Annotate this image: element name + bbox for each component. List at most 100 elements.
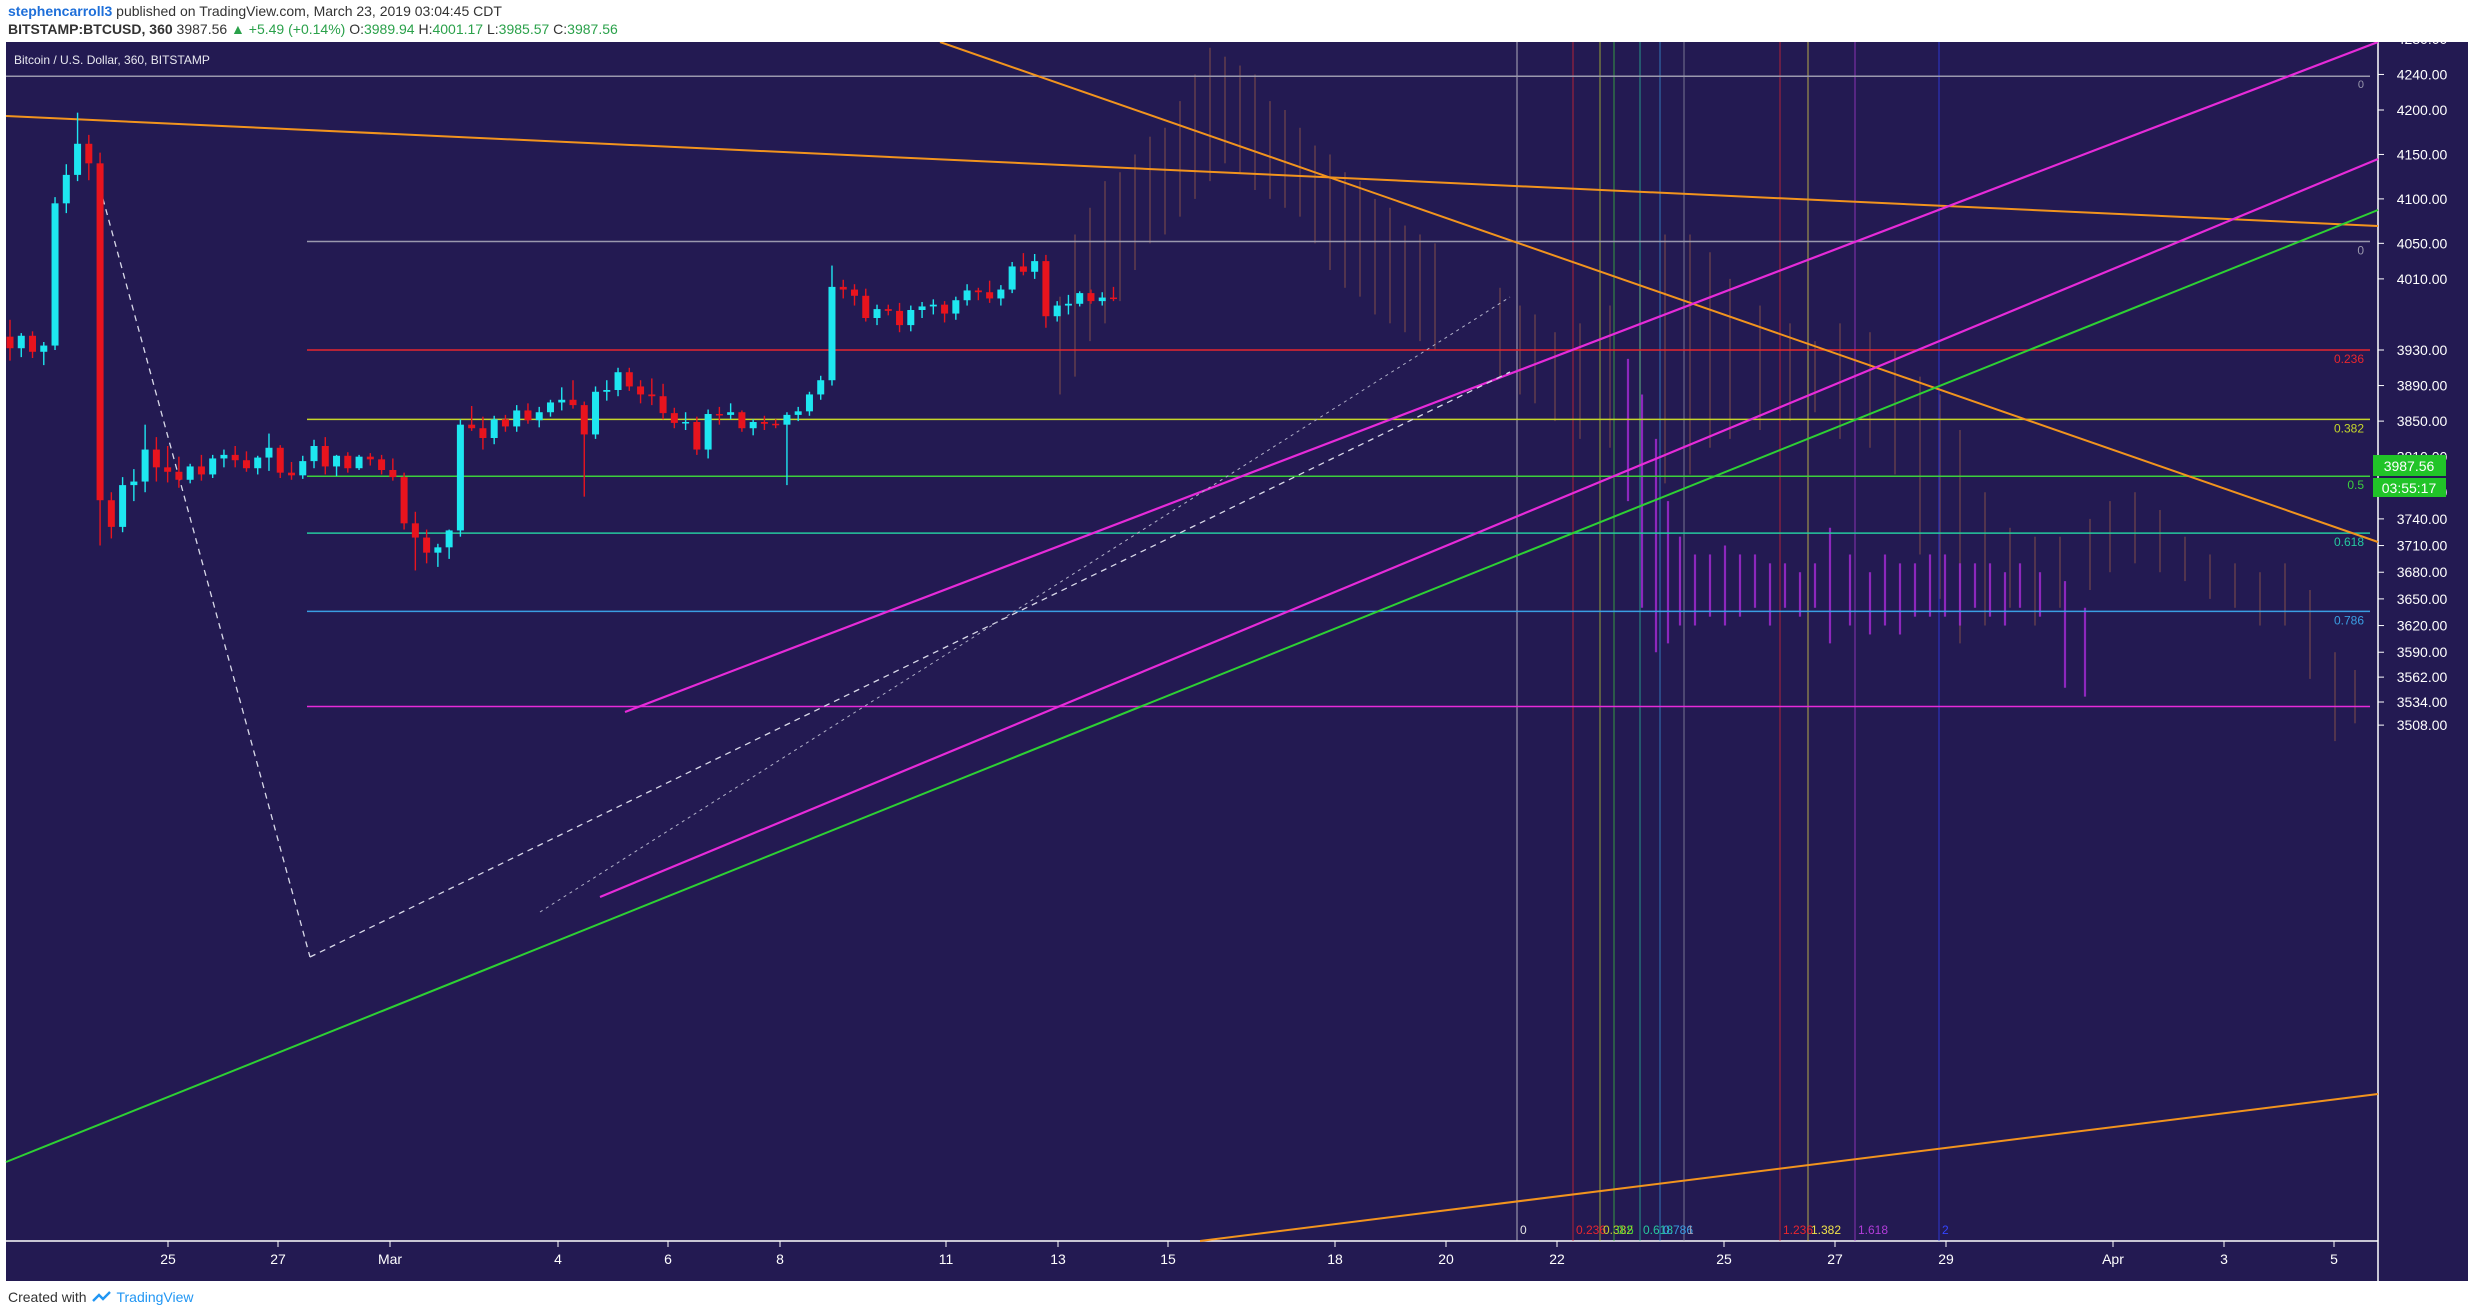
countdown-label: 03:55:17	[2382, 480, 2437, 496]
y-tick-label: 4010.00	[2397, 271, 2448, 287]
candle-body	[366, 456, 374, 460]
tradingview-logo-icon	[92, 1291, 112, 1302]
fib-level-label: 0.786	[2334, 613, 2364, 627]
fib-level-label: 0.236	[2334, 352, 2364, 366]
candle-body	[817, 380, 825, 395]
candle-body	[85, 143, 93, 164]
candle-body	[603, 390, 611, 392]
candle-body	[288, 472, 295, 476]
x-tick-label: 15	[1160, 1251, 1176, 1267]
candle-body	[141, 449, 149, 482]
fib-connector-dashed	[309, 371, 1511, 958]
candle-body	[704, 414, 712, 450]
median-dashed-line	[539, 296, 1511, 913]
author-link[interactable]: stephencarroll3	[8, 3, 113, 19]
candle-body	[648, 394, 656, 397]
candle-body	[107, 500, 115, 527]
candle-body	[164, 467, 172, 472]
candle-body	[310, 446, 318, 462]
candle-body	[738, 412, 746, 429]
x-tick-label: Apr	[2102, 1251, 2124, 1267]
x-tick-label: 11	[939, 1251, 954, 1267]
candle-body	[1008, 266, 1016, 290]
candle-body	[952, 300, 960, 314]
candle-body	[1076, 293, 1084, 304]
candle-body	[468, 424, 476, 429]
candle-body	[693, 422, 701, 450]
candle-body	[389, 470, 397, 478]
candle-body	[254, 457, 262, 469]
y-tick-label: 4240.00	[2397, 66, 2448, 82]
y-tick-label: 4100.00	[2397, 191, 2448, 207]
swing-dashed-line	[99, 187, 311, 958]
candle-body	[355, 456, 363, 469]
low-value: 3985.57	[498, 21, 550, 37]
time-fib-label: 0.618	[1643, 1223, 1673, 1237]
chart-title: Bitcoin / U.S. Dollar, 360, BITSTAMP	[14, 53, 210, 67]
pitchfork-lower	[599, 157, 2379, 899]
candle-body	[490, 419, 498, 438]
candle-body	[794, 411, 802, 415]
time-fib-label: 1.382	[1811, 1223, 1841, 1237]
x-axis-ticks: 25 27 Mar 4 6 8 11 13 15 18 20 22 25 27 29 Apr 3 5	[160, 1241, 2338, 1267]
candle-body	[119, 485, 127, 527]
close-label: C:	[553, 21, 568, 37]
candle-body	[580, 405, 588, 435]
candle-body	[963, 290, 971, 301]
x-tick-label: 3	[2220, 1251, 2228, 1267]
candle-body	[152, 449, 160, 468]
low-label: L:	[486, 21, 499, 37]
time-fib-label: 0.382	[1603, 1223, 1633, 1237]
fib-level-label: 0.5	[2347, 478, 2364, 492]
y-tick-label: 3562.00	[2397, 669, 2448, 685]
candle-body	[1087, 293, 1095, 302]
candle-body	[479, 428, 487, 438]
time-fib-label: 1	[1687, 1223, 1694, 1237]
candle-body	[592, 391, 600, 435]
created-text: Created with	[8, 1289, 87, 1305]
candle-body	[276, 447, 284, 473]
candle-body	[614, 372, 622, 390]
candle-body	[220, 454, 228, 459]
time-fib-label: 1.236	[1783, 1223, 1813, 1237]
time-axis	[6, 1241, 2378, 1281]
price-change: ▲ +5.49 (+0.14%)	[231, 21, 346, 37]
high-label: H:	[418, 21, 433, 37]
candle-body	[974, 290, 982, 293]
candle-body	[344, 455, 352, 469]
candle-body	[941, 304, 949, 314]
current-price-label: 3987.56	[2384, 458, 2435, 474]
candle-body	[862, 295, 870, 318]
y-tick-label: 3590.00	[2397, 644, 2448, 660]
tradingview-link[interactable]: TradingView	[116, 1289, 194, 1305]
support-line	[5, 209, 2379, 1163]
y-tick-label: 3650.00	[2397, 591, 2448, 607]
y-tick-label: 3710.00	[2397, 538, 2448, 554]
time-fib-label: 2	[1942, 1223, 1949, 1237]
candle-body	[884, 309, 892, 311]
candle-body	[1019, 266, 1027, 272]
ohlc-bar: BITSTAMP:BTCUSD, 360 3987.56 ▲ +5.49 (+0…	[8, 21, 618, 37]
open-value: 3989.94	[363, 21, 415, 37]
time-fib-label: 1.618	[1858, 1223, 1888, 1237]
candle-body	[851, 289, 858, 296]
candle-body	[1042, 261, 1050, 317]
candle-body	[772, 423, 780, 426]
y-tick-label: 3680.00	[2397, 564, 2448, 580]
candle-body	[682, 422, 690, 424]
candle-body	[569, 399, 577, 406]
candle-body	[231, 454, 239, 461]
symbol-label: BITSTAMP:BTCUSD, 360	[8, 21, 173, 37]
candle-body	[1053, 305, 1061, 317]
candle-body	[6, 336, 14, 349]
candle-body	[535, 412, 543, 421]
candle-body	[715, 414, 723, 416]
x-tick-label: 25	[160, 1251, 176, 1267]
price-axis	[2378, 42, 2468, 1281]
x-tick-label: 22	[1549, 1251, 1565, 1267]
candle-body	[727, 412, 735, 415]
candles	[6, 112, 1117, 571]
candle-body	[907, 310, 915, 326]
